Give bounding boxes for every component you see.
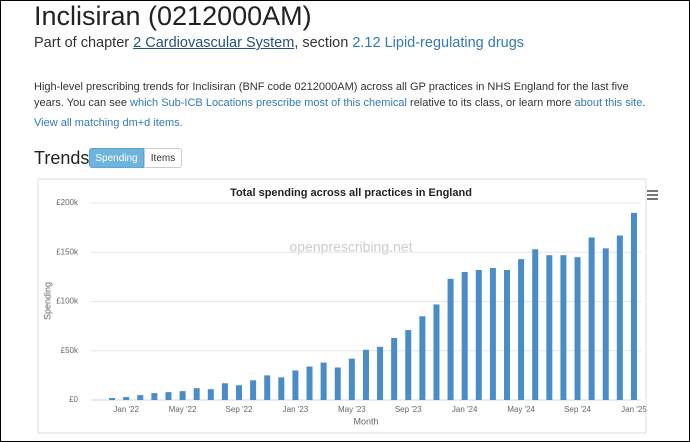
x-tick-label: May '23 <box>338 405 366 414</box>
bar <box>292 370 299 400</box>
section-link[interactable]: 2.12 Lipid-regulating drugs <box>352 35 525 51</box>
bar <box>278 377 285 400</box>
bar <box>250 380 257 400</box>
intro: High-level prescribing trends for Inclis… <box>34 79 659 111</box>
x-tick-label: Jan '25 <box>621 405 647 414</box>
section-heading: Trends <box>34 148 90 168</box>
breadcrumb: Part of chapter 2 Cardiovascular System,… <box>34 35 524 51</box>
x-tick-label: Jan '22 <box>113 405 139 414</box>
bar <box>179 391 186 400</box>
bar <box>207 389 214 400</box>
dmd-link[interactable]: View all matching dm+d items. <box>34 117 183 129</box>
bar <box>405 330 412 400</box>
bar <box>630 212 637 400</box>
bar <box>461 271 468 400</box>
bar <box>616 235 623 400</box>
bar <box>362 349 369 400</box>
bar <box>151 393 158 400</box>
bar <box>320 362 327 400</box>
bar <box>447 278 454 400</box>
bar <box>137 395 144 400</box>
link[interactable]: which Sub-ICB Locations prescribe most o… <box>130 97 407 109</box>
bar <box>264 375 271 400</box>
y-axis-title: Spending <box>42 282 52 320</box>
link[interactable]: about this site <box>574 97 643 109</box>
tab[interactable]: Spending <box>89 148 144 168</box>
bar <box>334 367 341 400</box>
x-tick-label: Jan '23 <box>283 405 309 414</box>
bar <box>348 358 355 400</box>
bar <box>433 304 440 400</box>
page-title: Inclisiran (0212000AM) <box>34 1 312 31</box>
text: , section <box>294 35 353 51</box>
bar <box>123 397 130 400</box>
chart-frame <box>37 178 647 434</box>
bar <box>193 388 200 400</box>
bar <box>504 269 510 400</box>
bar <box>391 337 398 400</box>
y-tick-label: £150k <box>56 247 79 256</box>
watermark: openprescribing.net <box>290 239 413 255</box>
bar <box>574 257 581 400</box>
y-tick-label: £100k <box>56 297 79 306</box>
y-tick-label: £50k <box>61 346 79 355</box>
bar <box>588 237 595 400</box>
x-tick-label: Sep '24 <box>564 405 591 414</box>
x-tick-label: Sep '23 <box>395 405 422 414</box>
bar <box>489 268 496 400</box>
text: . <box>642 97 646 109</box>
text: High-level prescribing trends for Inclis… <box>34 81 629 109</box>
x-tick-label: May '22 <box>169 405 197 414</box>
text: Part of chapter <box>34 35 134 51</box>
x-tick-label: May '24 <box>507 405 535 414</box>
bar <box>165 392 172 400</box>
bar <box>236 385 242 400</box>
menu-icon[interactable] <box>647 190 658 200</box>
chapter-link[interactable]: 2 Cardiovascular System <box>133 35 295 51</box>
tab[interactable]: Items <box>144 148 182 168</box>
y-tick-label: £200k <box>56 198 79 207</box>
chart-title: Total spending across all practices in E… <box>230 187 472 199</box>
bar <box>419 316 426 400</box>
bar <box>532 249 539 400</box>
bar <box>602 248 609 400</box>
x-tick-label: Sep '22 <box>226 405 253 414</box>
x-axis-title: Month <box>353 416 378 426</box>
bar <box>518 259 525 400</box>
bar <box>109 398 116 400</box>
bar <box>546 255 553 400</box>
bar <box>306 366 313 400</box>
bar <box>560 255 567 400</box>
bar <box>377 346 384 400</box>
bar <box>221 383 228 400</box>
y-tick-label: £0 <box>69 395 78 404</box>
text: relative to its class, or learn more <box>406 97 575 109</box>
x-tick-label: Jan '24 <box>452 405 478 414</box>
bar <box>475 269 482 400</box>
